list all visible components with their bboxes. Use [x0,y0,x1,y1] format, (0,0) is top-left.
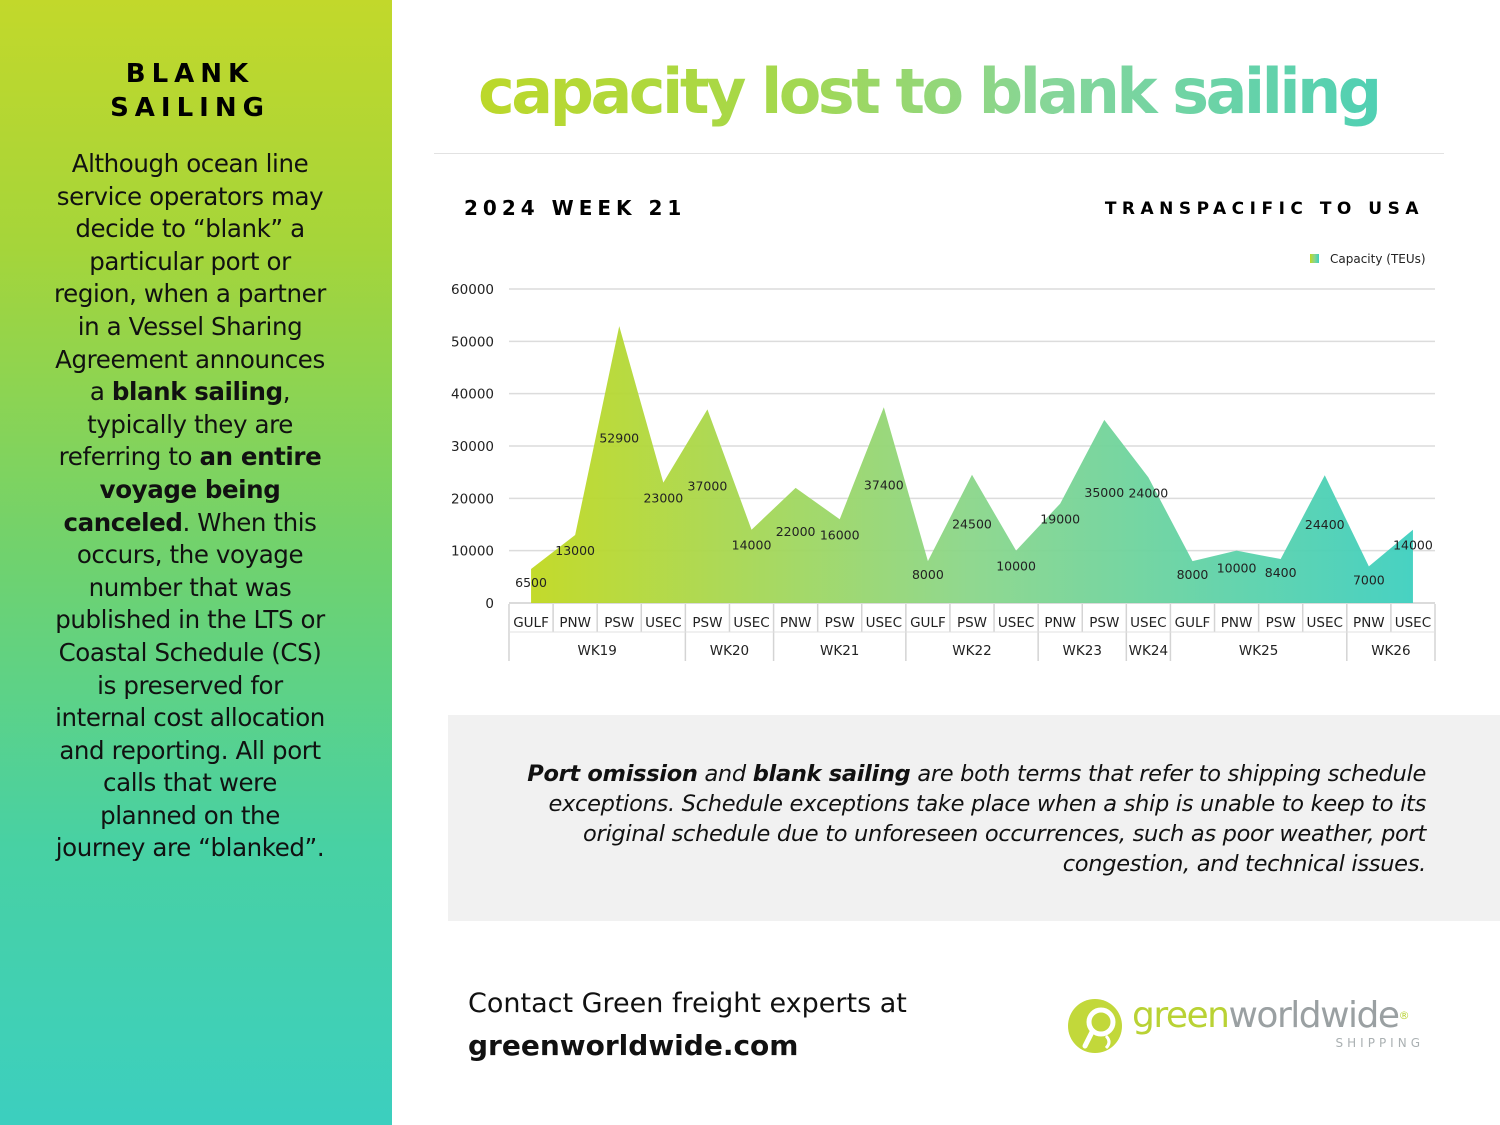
group-label: WK25 [1239,643,1278,659]
data-label: 8400 [1265,565,1297,580]
sidebar-body-text: Although ocean line service operators ma… [52,148,328,865]
group-label: WK22 [952,643,991,659]
group-label: WK19 [577,643,616,659]
group-label: WK24 [1129,643,1168,659]
x-tick-label: GULF [513,615,549,631]
sidebar-title-line2: SAILING [110,93,270,123]
series-area [531,326,1413,603]
sidebar-body-segment: an entire voyage being canceled [63,442,322,537]
data-label: 14000 [732,538,772,553]
x-tick-label: PSW [1266,615,1296,631]
data-label: 7000 [1353,572,1385,587]
data-label: 23000 [643,491,683,506]
sidebar-body-segment: . When this occurs, the voyage number th… [55,507,325,863]
x-tick-label: USEC [1395,615,1431,631]
note-segment: and [697,761,753,787]
data-label: 10000 [996,559,1036,574]
data-label: 19000 [1040,512,1080,527]
x-tick-label: PNW [1044,615,1076,631]
sidebar-title-line1: BLANK [125,59,255,89]
y-tick-label: 40000 [451,387,494,403]
x-tick-label: USEC [1130,615,1166,631]
contact-line: Contact Green freight experts at [468,988,907,1019]
data-label: 16000 [820,527,860,542]
note-segment: are both terms that refer to shipping sc… [548,761,1427,877]
legend-label: Capacity (TEUs) [1330,252,1426,266]
capacity-area-chart: 0 10000 20000 30000 40000 50000 60000 6500 13000… [451,252,1436,661]
x-tick-label: PSW [1089,615,1119,631]
x-tick-label: USEC [998,615,1034,631]
y-tick-label: 10000 [451,544,494,560]
x-tick-label: PNW [1221,615,1253,631]
group-label: WK20 [710,643,749,659]
x-tick-label: GULF [1175,615,1211,631]
data-label: 52900 [599,430,639,445]
y-tick-label: 30000 [451,439,494,455]
x-tick-label: PSW [692,615,722,631]
data-label: 35000 [1084,485,1124,500]
group-label: WK23 [1063,643,1102,659]
note-segment: Port omission [527,761,698,787]
x-tick-label: USEC [645,615,681,631]
definition-note-text: Port omission and blank sailing are both… [526,759,1426,879]
y-tick-label: 0 [485,596,494,612]
website-link[interactable]: greenworldwide.com [468,1029,799,1062]
data-label: 13000 [555,543,595,558]
legend-swatch [1310,254,1319,263]
data-label: 14000 [1393,538,1433,553]
company-logo: greenworldwide® SHIPPING [1068,994,1440,1058]
x-tick-label: GULF [910,615,946,631]
note-segment: blank sailing [752,761,911,787]
y-tick-label: 20000 [451,491,494,507]
week-label: 2024 WEEK 21 [464,196,687,220]
data-label: 37000 [688,479,728,494]
sidebar-panel: BLANK SAILING Although ocean line servic… [0,0,392,1125]
logo-globe-icon [1068,999,1122,1053]
x-tick-label: PSW [825,615,855,631]
data-label: 10000 [1217,561,1257,576]
x-tick-label: USEC [1307,615,1343,631]
y-tick-label: 50000 [451,334,494,350]
x-tick-label: PSW [957,615,987,631]
logo-subtitle: SHIPPING [1335,1036,1424,1050]
data-label: 8000 [912,567,944,582]
contact-block: Contact Green freight experts at greenwo… [468,983,907,1067]
data-label: 6500 [515,575,547,590]
data-label: 24500 [952,517,992,532]
page-title: capacity lost to blank sailing [478,52,1438,132]
x-tick-label: PNW [1353,615,1385,631]
y-tick-label: 60000 [451,282,494,298]
logo-wordmark: greenworldwide® [1132,995,1409,1036]
x-tick-label: PSW [604,615,634,631]
data-label: 24000 [1128,485,1168,500]
data-label: 22000 [776,524,816,539]
group-label: WK26 [1371,643,1410,659]
group-label: WK21 [820,643,859,659]
x-tick-label: USEC [733,615,769,631]
data-label: 24400 [1305,517,1345,532]
x-tick-label: PNW [780,615,812,631]
title-divider [434,153,1444,154]
x-tick-label: USEC [866,615,902,631]
region-label: TRANSPACIFIC TO USA [1104,199,1424,219]
definition-note-box: Port omission and blank sailing are both… [448,715,1500,921]
sidebar-body-segment: , typically they are referring to [58,377,294,472]
sidebar-body-segment: Although ocean line service operators ma… [54,149,326,407]
x-tick-label: PNW [559,615,591,631]
sidebar-body-segment: blank sailing [111,377,283,407]
data-label: 8000 [1177,567,1209,582]
data-label: 37400 [864,477,904,492]
